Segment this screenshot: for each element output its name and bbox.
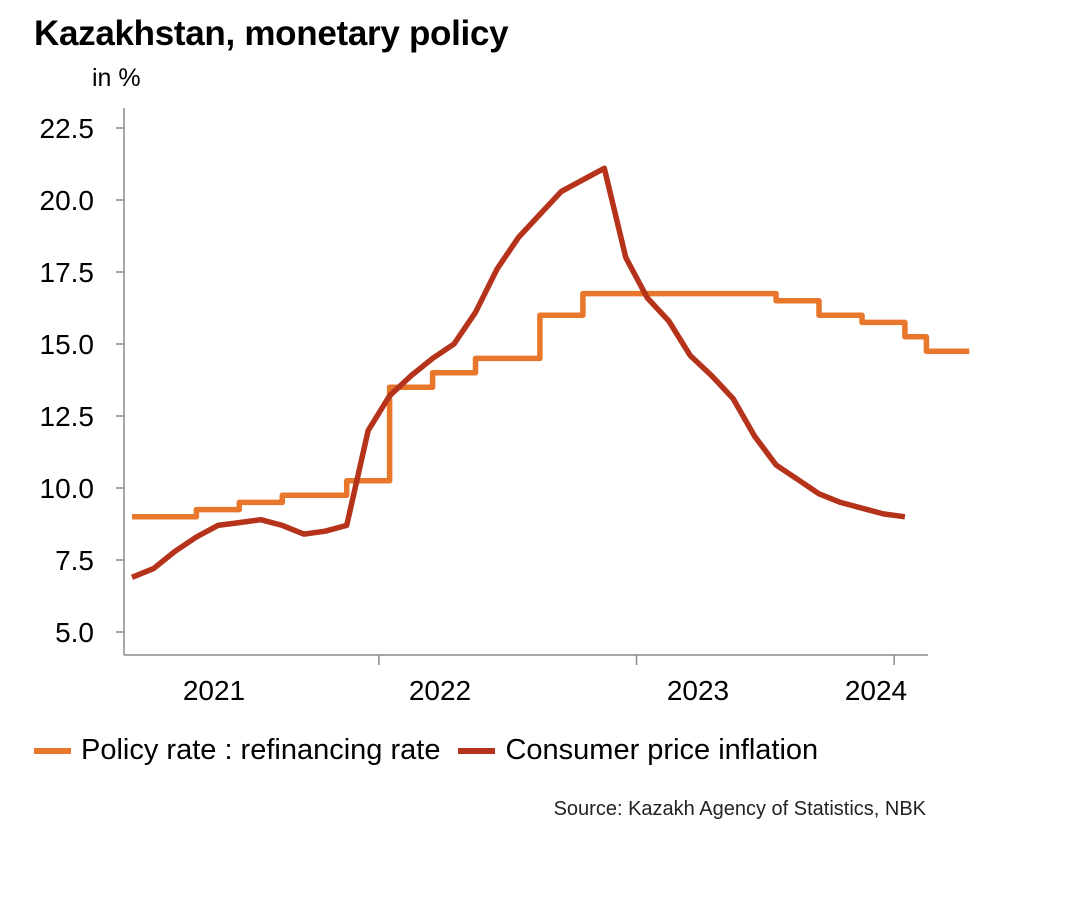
legend-swatch-inflation: [458, 747, 496, 754]
series-line-inflation: [130, 165, 906, 580]
source-note: Source: Kazakh Agency of Statistics, NBK: [553, 798, 926, 820]
y-tick-label: 20.0: [40, 185, 95, 216]
legend-item-inflation: Consumer price inflation: [458, 734, 818, 767]
series-line-policy-rate: [132, 290, 970, 520]
x-tick-label: 2021: [183, 675, 245, 706]
y-tick-label: 17.5: [40, 257, 95, 288]
x-axis: 2021 2022 2023 2024: [124, 654, 928, 706]
y-tick-label: 10.0: [40, 473, 95, 504]
y-tick-label: 7.5: [55, 545, 94, 576]
legend: Policy rate : refinancing rate Consumer …: [34, 734, 836, 767]
y-tick-label: 15.0: [40, 329, 95, 360]
legend-swatch-policy-rate: [34, 747, 71, 754]
legend-label-policy-rate: Policy rate : refinancing rate: [81, 734, 441, 766]
x-tick-label: 2022: [409, 675, 471, 706]
y-tick-label: 5.0: [55, 617, 94, 648]
series-layer: [130, 165, 970, 580]
y-axis-unit-label: in %: [92, 64, 141, 92]
x-tick-label: 2023: [667, 675, 729, 706]
x-tick-label: 2024: [845, 675, 907, 706]
y-tick-label: 12.5: [40, 401, 95, 432]
legend-item-policy-rate: Policy rate : refinancing rate: [34, 734, 440, 767]
line-chart: 5.07.510.012.515.017.520.022.5 2021 2022 2…: [40, 108, 970, 706]
legend-label-inflation: Consumer price inflation: [505, 734, 819, 766]
y-axis: 5.0 7.5 10.0 12.5 15.0 17.5 20.0 22.5: [40, 108, 125, 655]
chart-title: Kazakhstan, monetary policy: [34, 14, 509, 53]
y-tick-label: 22.5: [40, 113, 95, 144]
